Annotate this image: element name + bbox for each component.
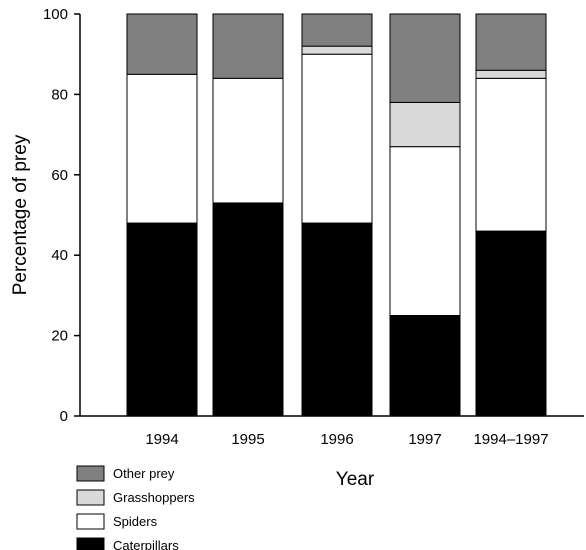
- bar-other-prey-1994: [126, 13, 198, 75]
- y-tick-label-20: 20: [51, 328, 68, 345]
- y-tick-label-60: 60: [51, 167, 68, 184]
- y-tick-label-40: 40: [51, 247, 68, 264]
- y-tick-label-0: 0: [60, 408, 68, 425]
- legend-label-caterpillars: Caterpillars: [113, 538, 179, 550]
- bar-caterpillars-1994: [126, 222, 198, 417]
- x-axis-title: Year: [336, 469, 375, 490]
- bar-grasshoppers-1996: [301, 45, 373, 55]
- legend-label-grasshoppers: Grasshoppers: [113, 490, 195, 505]
- x-tick-label-1996: 1996: [320, 431, 353, 448]
- bar-grasshoppers-1997: [389, 101, 461, 148]
- legend: Other prey Grasshoppers Spiders Caterpillar…: [76, 465, 195, 550]
- bar-spiders-1994-1997: [475, 77, 547, 232]
- bar-caterpillars-1996: [301, 222, 373, 417]
- y-tick-label-100: 100: [43, 6, 68, 23]
- bar-caterpillars-1995: [212, 202, 284, 417]
- bar-caterpillars-1997: [389, 315, 461, 417]
- x-tick-label-1994-1997: 1994–1997: [473, 431, 548, 448]
- legend-swatch-other-prey: [76, 465, 105, 482]
- bar-caterpillars-1994-1997: [475, 230, 547, 417]
- bar-other-prey-1996: [301, 13, 373, 47]
- legend-swatch-grasshoppers: [76, 489, 105, 506]
- legend-label-other-prey: Other prey: [113, 466, 175, 481]
- bar-other-prey-1995: [212, 13, 284, 79]
- x-tick-label-1995: 1995: [231, 431, 264, 448]
- bar-spiders-1997: [389, 146, 461, 316]
- x-tick-labels-group: 1994 1995 1996 1997 1994–1997: [145, 431, 548, 448]
- x-tick-label-1994: 1994: [145, 431, 178, 448]
- bars-group: [126, 13, 547, 417]
- legend-swatch-spiders: [76, 513, 105, 530]
- bar-spiders-1996: [301, 53, 373, 224]
- bar-grasshoppers-1994-1997: [475, 69, 547, 79]
- y-axis-title: Percentage of prey: [10, 134, 31, 295]
- legend-label-spiders: Spiders: [113, 514, 158, 529]
- bar-spiders-1994: [126, 73, 198, 224]
- y-ticks-group: 0 20 40 60 80 100: [43, 6, 80, 425]
- x-tick-label-1997: 1997: [408, 431, 441, 448]
- legend-swatch-caterpillars: [76, 537, 105, 550]
- bar-other-prey-1997: [389, 13, 461, 103]
- bar-spiders-1995: [212, 77, 284, 204]
- bar-other-prey-1994-1997: [475, 13, 547, 71]
- y-tick-label-80: 80: [51, 86, 68, 103]
